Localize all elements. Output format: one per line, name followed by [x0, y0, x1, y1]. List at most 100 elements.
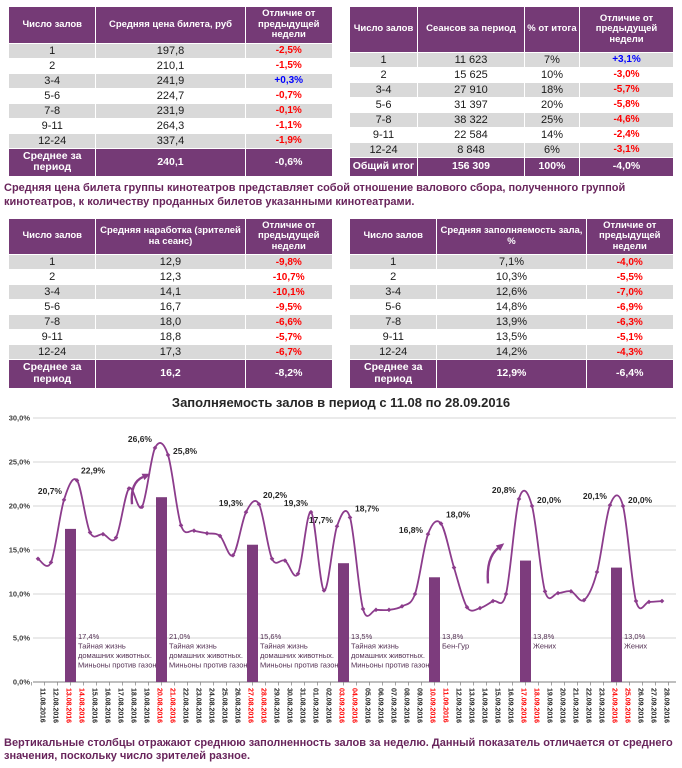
total-cell: Среднее за период: [348, 359, 438, 389]
value-cell: 20%: [523, 96, 581, 113]
bar-annotation-line: домашних животных.: [78, 651, 152, 660]
total-cell: Среднее за период: [7, 147, 97, 177]
point-label: 25,8%: [173, 445, 198, 455]
data-point-marker: [87, 529, 93, 535]
column-header: Средняя наработка (зрителей на сеанс): [95, 217, 246, 256]
value-cell: 31 397: [417, 96, 525, 113]
x-axis-date-label: 03.09.2016: [338, 688, 345, 723]
diff-cell: -1,9%: [244, 132, 333, 149]
value-cell: 9-11: [7, 329, 97, 346]
column-header: Отличие от предыдущей недели: [585, 217, 674, 256]
bar-annotation-line: Миньоны против газона: [169, 660, 253, 669]
x-axis-date-label: 22.08.2016: [182, 688, 189, 723]
total-cell: -8,2%: [244, 359, 333, 389]
column-header: Сеансов за период: [417, 6, 525, 53]
data-point-marker: [113, 534, 119, 540]
total-cell: 156 309: [417, 156, 525, 177]
value-cell: 13,9%: [436, 314, 587, 331]
x-axis-date-label: 25.08.2016: [221, 688, 228, 723]
table-row: 7-8 13,9% -6,3%: [348, 314, 674, 331]
value-cell: 3-4: [348, 284, 438, 301]
point-label: 18,7%: [355, 503, 380, 513]
y-axis-tick-label: 30,0%: [9, 413, 31, 422]
growth-arrow: [486, 546, 499, 584]
point-label: 20,0%: [537, 495, 562, 505]
value-cell: 1: [7, 254, 97, 271]
x-axis-date-label: 19.09.2016: [546, 688, 553, 723]
diff-cell: -5,8%: [579, 96, 674, 113]
value-cell: 12,3: [95, 269, 246, 286]
bar-annotation-line: Миньоны против газона: [78, 660, 162, 669]
x-axis-date-label: 31.08.2016: [299, 688, 306, 723]
x-axis-date-label: 25.09.2016: [624, 688, 631, 723]
value-cell: 5-6: [7, 299, 97, 316]
column-header: Число залов: [348, 217, 438, 256]
diff-cell: -5,5%: [585, 269, 674, 286]
value-cell: 13,5%: [436, 329, 587, 346]
table-row: 5-6 31 397 20% -5,8%: [348, 96, 674, 113]
x-axis-date-label: 21.08.2016: [169, 688, 176, 723]
table-row: 3-4 12,6% -7,0%: [348, 284, 674, 301]
value-cell: 1: [7, 42, 97, 59]
table-row: 7-8 18,0 -6,6%: [7, 314, 333, 331]
diff-cell: -2,4%: [579, 126, 674, 143]
value-cell: 1: [348, 51, 419, 68]
data-point-marker: [464, 604, 470, 610]
value-cell: 231,9: [95, 102, 246, 119]
total-cell: -6,4%: [585, 359, 674, 389]
point-label: 22,9%: [81, 465, 106, 475]
occupancy-chart: 0,0%5,0%10,0%15,0%20,0%25,0%30,0%17,4%Та…: [9, 413, 676, 723]
column-header: Средняя заполняемость зала, %: [436, 217, 587, 256]
value-cell: 14,2%: [436, 344, 587, 361]
point-label: 20,8%: [492, 484, 517, 494]
x-axis-date-label: 04.09.2016: [351, 688, 358, 723]
column-header: % от итога: [523, 6, 581, 53]
data-point-marker: [399, 603, 405, 609]
column-header: Отличие от предыдущей недели: [244, 6, 333, 44]
diff-cell: -10,1%: [244, 284, 333, 301]
value-cell: 22 584: [417, 126, 525, 143]
total-cell: 12,9%: [436, 359, 587, 389]
point-label: 19,3%: [284, 498, 309, 508]
value-cell: 7-8: [7, 314, 97, 331]
value-cell: 10%: [523, 66, 581, 83]
total-cell: 100%: [523, 156, 581, 177]
value-cell: 16,7: [95, 299, 246, 316]
data-point-marker: [321, 587, 327, 593]
data-point-marker: [61, 497, 67, 502]
x-axis-date-label: 27.08.2016: [247, 688, 254, 723]
data-point-marker: [633, 598, 639, 603]
data-point-marker: [126, 485, 132, 491]
table-row: 3-4 14,1 -10,1%: [7, 284, 333, 301]
table-row: 3-4 27 910 18% -5,7%: [348, 81, 674, 98]
x-axis-date-label: 27.09.2016: [650, 688, 657, 723]
diff-cell: -3,0%: [579, 66, 674, 83]
y-axis-tick-label: 20,0%: [9, 501, 31, 510]
table-row: 5-6 14,8% -6,9%: [348, 299, 674, 316]
point-label: 19,3%: [219, 498, 244, 508]
growth-arrow-head: [495, 542, 505, 551]
diff-cell: -10,7%: [244, 269, 333, 286]
value-cell: 7-8: [348, 111, 419, 128]
weekly-average-bar: [247, 544, 258, 682]
bar-annotation-line: домашних животных.: [351, 651, 425, 660]
value-cell: 9-11: [7, 117, 97, 134]
value-cell: 210,1: [95, 57, 246, 74]
value-cell: 25%: [523, 111, 581, 128]
bar-annotation-line: домашних животных.: [260, 651, 334, 660]
column-header: Число залов: [7, 217, 97, 256]
growth-arrow: [130, 475, 144, 504]
diff-cell: -5,7%: [244, 329, 333, 346]
value-cell: 27 910: [417, 81, 525, 98]
data-point-marker: [620, 503, 626, 508]
total-cell: 16,2: [95, 359, 246, 389]
x-axis-date-label: 22.09.2016: [585, 688, 592, 723]
data-point-marker: [308, 509, 314, 514]
data-point-marker: [477, 605, 483, 610]
y-axis-tick-label: 0,0%: [13, 677, 30, 686]
value-cell: 14%: [523, 126, 581, 143]
data-point-marker: [347, 514, 353, 520]
value-cell: 6%: [523, 141, 581, 158]
weekly-average-bar: [65, 528, 76, 682]
value-cell: 337,4: [95, 132, 246, 149]
